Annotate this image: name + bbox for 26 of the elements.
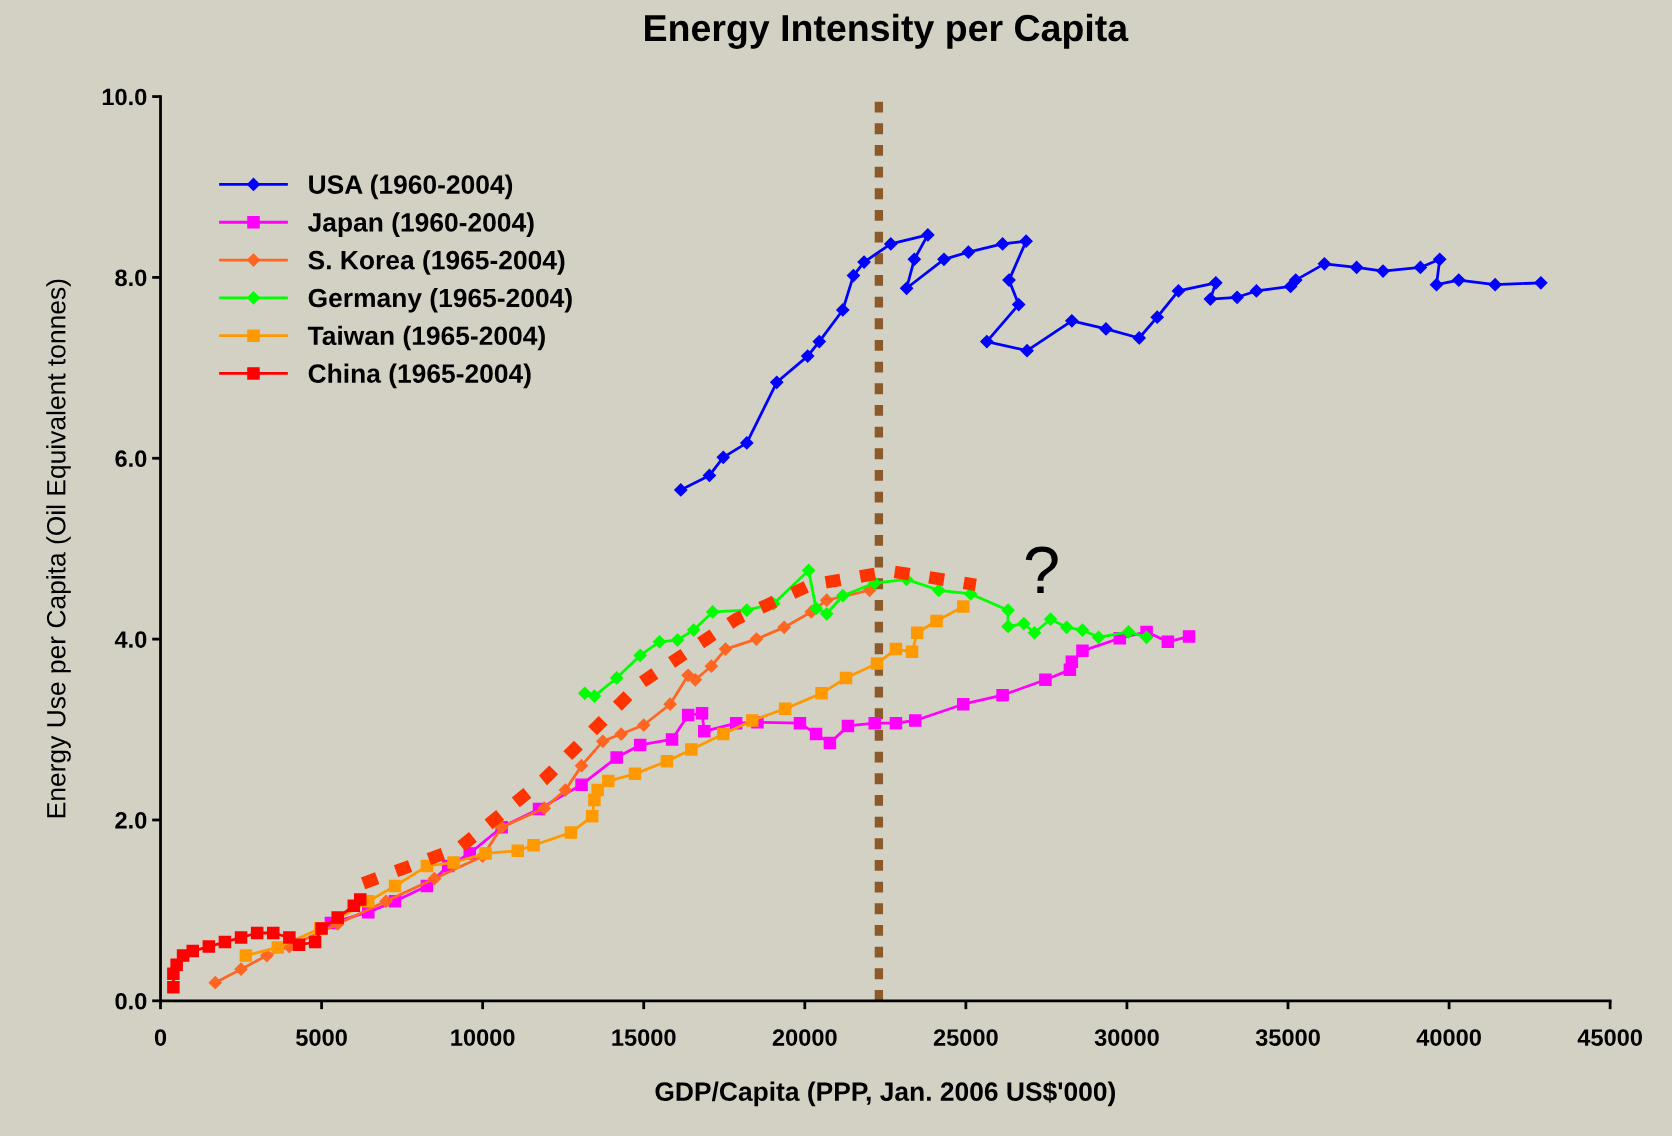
y-tick-label: 10.0: [102, 88, 147, 106]
legend-label: Germany (1965-2004): [308, 287, 572, 313]
legend-label: China (1965-2004): [308, 363, 531, 389]
legend-label: Japan (1960-2004): [307, 212, 534, 237]
x-tick-label: 25000: [933, 1029, 998, 1046]
legend-label: S. Korea (1965-2004): [308, 250, 565, 275]
x-tick-label: 15000: [612, 1029, 676, 1046]
x-tick-label: 35000: [1255, 1029, 1320, 1046]
y-tick-label: 6.0: [115, 450, 147, 468]
y-tick-label: 8.0: [115, 269, 147, 287]
annotation: ?: [1025, 546, 1058, 594]
legend-label: Taiwan (1965-2004): [307, 325, 545, 351]
x-tick-label: 45000: [1577, 1029, 1642, 1046]
x-tick-label: 40000: [1416, 1029, 1481, 1046]
x-tick-label: 5000: [296, 1029, 347, 1046]
y-tick-label: 4.0: [114, 631, 147, 648]
y-axis-title: Energy Use per Capita (Oil Equivalent tonnes): [46, 279, 71, 818]
legend-label: USA (1960-2004): [309, 174, 513, 200]
chart-title: Energy Intensity per Capita: [645, 13, 1129, 49]
x-axis-title: GDP/Capita (PPP, Jan. 2006 US$'000): [655, 1081, 1115, 1107]
x-tick-label: 20000: [772, 1029, 837, 1046]
y-tick-label: 2.0: [115, 812, 147, 829]
x-tick-label: 30000: [1094, 1029, 1159, 1046]
x-tick-label: 10000: [451, 1029, 515, 1046]
x-tick-label: 0: [154, 1029, 167, 1046]
y-tick-label: 0.0: [115, 992, 147, 1010]
